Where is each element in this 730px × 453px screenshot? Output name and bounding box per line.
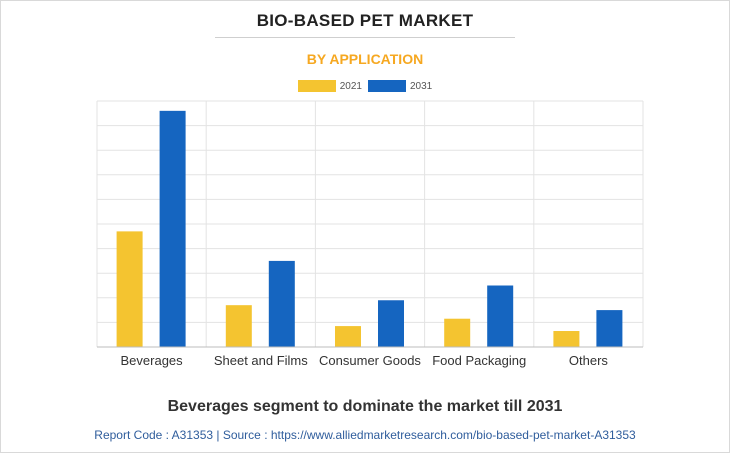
legend-item-2021: 2021 xyxy=(297,80,362,92)
bar-2021-beverages xyxy=(116,231,143,347)
x-tick-label: Food Packaging xyxy=(432,353,526,368)
bar-2031-consumer-goods xyxy=(378,300,404,347)
bar-2031-beverages xyxy=(159,110,186,347)
x-tick-label: Others xyxy=(569,353,609,368)
legend-item-2031: 2031 xyxy=(368,80,432,92)
bar-2021-sheet-and-films xyxy=(225,305,252,347)
chart-title: BIO-BASED PET MARKET xyxy=(256,11,474,30)
x-tick-label: Consumer Goods xyxy=(319,353,421,368)
x-tick-label: Sheet and Films xyxy=(214,353,308,368)
legend-swatch-2021 xyxy=(297,80,336,92)
bar-2021-consumer-goods xyxy=(335,326,361,347)
x-tick-label: Beverages xyxy=(121,353,184,368)
legend-swatch-2031 xyxy=(368,80,406,92)
legend: 2021 2031 xyxy=(0,80,730,92)
chart-subtitle: BY APPLICATION xyxy=(306,51,424,67)
report-source-footer: Report Code : A31353 | Source : https://… xyxy=(94,428,636,442)
bar-2021-food-packaging xyxy=(444,318,471,347)
bar-2031-food-packaging xyxy=(487,285,514,347)
chart-caption: Beverages segment to dominate the market… xyxy=(167,398,563,415)
bar-2031-sheet-and-films xyxy=(268,260,295,347)
legend-label-2031: 2031 xyxy=(410,80,433,92)
bar-2021-others xyxy=(553,331,580,347)
legend-label-2021: 2021 xyxy=(339,80,362,92)
bar-2031-others xyxy=(596,310,623,347)
title-divider xyxy=(215,37,515,38)
